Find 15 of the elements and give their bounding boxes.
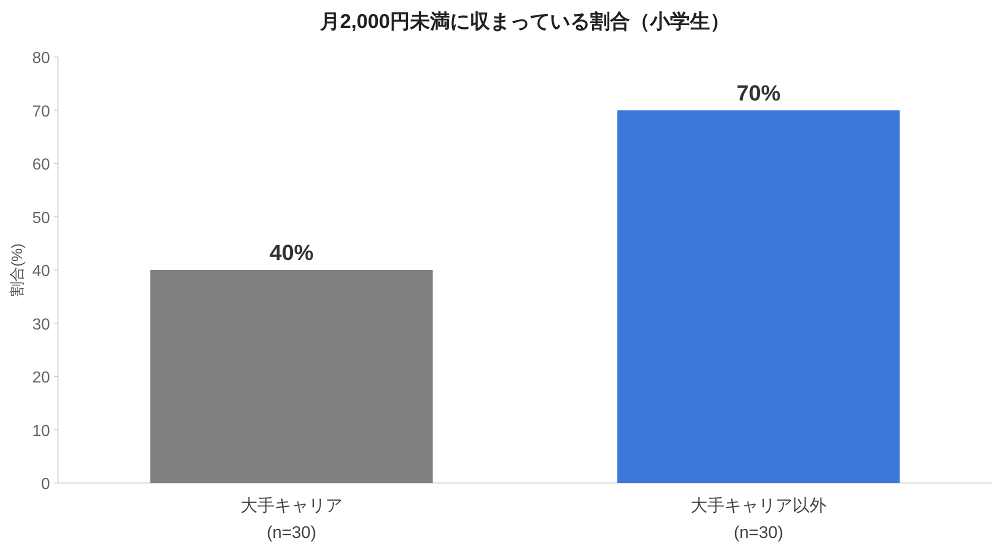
y-tick-label: 10 [32, 422, 50, 440]
y-tick-label: 40 [32, 263, 50, 280]
y-axis-title: 割合(%) [9, 243, 26, 297]
y-tick-label: 70 [32, 103, 50, 120]
chart-title: 月2,000円未満に収まっている割合（小学生） [318, 10, 730, 33]
y-tick-label: 50 [32, 210, 50, 227]
y-tick-label: 0 [41, 476, 50, 493]
y-tick-label: 20 [32, 370, 50, 386]
data-label: 40% [269, 240, 314, 265]
y-tick-label: 30 [32, 316, 50, 334]
y-tick-label: 60 [32, 156, 50, 174]
x-tick-label: 大手キャリア (n=30) [240, 496, 342, 542]
x-tick-label: 大手キャリア以外 (n=30) [690, 496, 826, 542]
y-tick-label: 80 [32, 50, 50, 67]
data-label: 70% [736, 80, 781, 106]
